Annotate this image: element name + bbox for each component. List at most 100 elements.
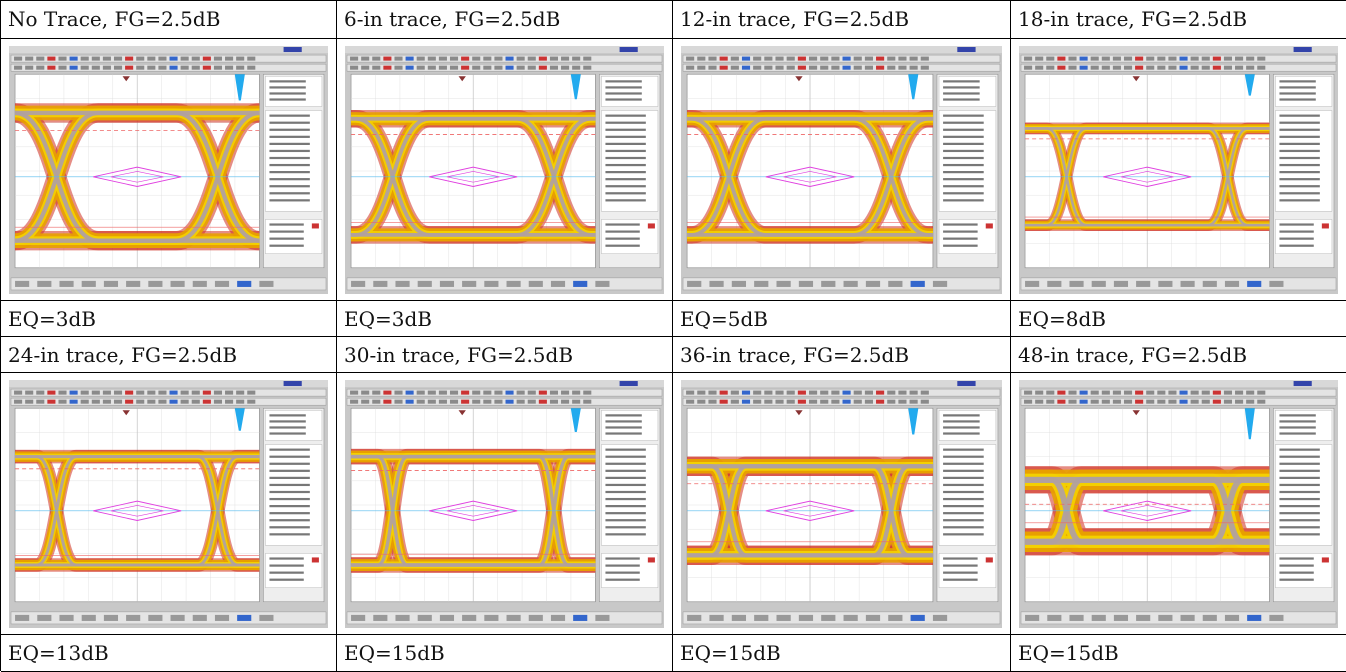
oscilloscope-screenshot (345, 380, 664, 628)
histogram (234, 74, 245, 101)
eye-diagram (681, 46, 1002, 294)
scope-titlebar (9, 46, 328, 54)
scope-toolbar (10, 63, 327, 72)
eye-diagram (345, 46, 664, 294)
panel-title: 24-in trace, FG=2.5dB (8, 343, 238, 367)
panel-title: 18-in trace, FG=2.5dB (1018, 7, 1248, 31)
scope-toolbar (346, 63, 663, 72)
oscilloscope-screenshot (681, 46, 1002, 294)
histogram (1244, 74, 1255, 96)
histogram (570, 408, 581, 433)
eye-pattern (351, 448, 596, 573)
scope-statusbar (682, 277, 1001, 291)
panel-title-cell: No Trace, FG=2.5dB (1, 1, 337, 39)
panel-title-cell: 6-in trace, FG=2.5dB (337, 1, 673, 39)
panel-title-cell: 24-in trace, FG=2.5dB (1, 337, 337, 373)
scope-titlebar (345, 380, 664, 388)
eye-mask (765, 166, 855, 187)
eye-pattern (687, 456, 933, 566)
panel-title: 48-in trace, FG=2.5dB (1018, 343, 1248, 367)
oscilloscope-screenshot (1019, 380, 1338, 628)
scope-toolbar (682, 54, 1001, 63)
scope-toolbar (682, 63, 1001, 72)
panel-eq-label: EQ=13dB (8, 641, 109, 665)
panel-title-cell: 48-in trace, FG=2.5dB (1011, 337, 1346, 373)
panel-eq-cell: EQ=15dB (337, 635, 673, 672)
scope-statusbar (346, 611, 663, 625)
eye-pattern (687, 110, 933, 244)
scope-toolbar (10, 397, 327, 406)
panel-eq-cell: EQ=8dB (1011, 301, 1346, 337)
panel-title: 30-in trace, FG=2.5dB (344, 343, 574, 367)
panel-eq-label: EQ=15dB (344, 641, 445, 665)
eye-pattern (15, 449, 260, 572)
histogram (570, 74, 581, 100)
scope-titlebar (345, 46, 664, 54)
scope-titlebar (1019, 380, 1338, 388)
panel-screenshot-cell (673, 373, 1011, 635)
panel-title: 6-in trace, FG=2.5dB (344, 7, 561, 31)
oscilloscope-screenshot (345, 46, 664, 294)
panel-screenshot-cell (337, 39, 673, 301)
scope-statusbar (1020, 611, 1337, 625)
scope-titlebar (1019, 46, 1338, 54)
eye-pattern (13, 103, 262, 251)
oscilloscope-screenshot (681, 380, 1002, 628)
panel-eq-cell: EQ=13dB (1, 635, 337, 672)
scope-toolbar (682, 388, 1001, 397)
oscilloscope-screenshot (9, 46, 328, 294)
scope-toolbar (1020, 397, 1337, 406)
panel-screenshot-cell (1, 39, 337, 301)
panel-screenshot-cell (1011, 373, 1346, 635)
panel-title: 12-in trace, FG=2.5dB (680, 7, 910, 31)
scope-statusbar (682, 611, 1001, 625)
panel-eq-label: EQ=15dB (1018, 641, 1119, 665)
histogram (234, 408, 245, 431)
eye-pattern (1025, 466, 1270, 556)
eye-diagram (9, 380, 328, 628)
eye-pattern (1025, 122, 1270, 232)
eye-mask (765, 500, 855, 521)
histogram (908, 408, 919, 435)
oscilloscope-screenshot (1019, 46, 1338, 294)
scope-statusbar (1020, 277, 1337, 291)
scope-toolbar (346, 388, 663, 397)
panel-title-cell: 36-in trace, FG=2.5dB (673, 337, 1011, 373)
eye-mask (1103, 500, 1192, 521)
panel-screenshot-cell (1, 373, 337, 635)
scope-statusbar (10, 277, 327, 291)
eye-diagram (9, 46, 328, 294)
panel-eq-cell: EQ=15dB (673, 635, 1011, 672)
panel-screenshot-cell (673, 39, 1011, 301)
panel-eq-label: EQ=15dB (680, 641, 781, 665)
scope-toolbar (1020, 54, 1337, 63)
panel-title: 36-in trace, FG=2.5dB (680, 343, 910, 367)
panel-eq-label: EQ=3dB (344, 307, 432, 331)
eye-diagram (1019, 46, 1338, 294)
eye-mask (93, 500, 182, 521)
panel-title-cell: 12-in trace, FG=2.5dB (673, 1, 1011, 39)
scope-toolbar (346, 54, 663, 63)
eye-diagram (1019, 380, 1338, 628)
scope-statusbar (10, 611, 327, 625)
panel-title: No Trace, FG=2.5dB (8, 7, 221, 31)
scope-statusbar (346, 277, 663, 291)
eye-mask (429, 500, 518, 521)
panel-eq-cell: EQ=5dB (673, 301, 1011, 337)
panel-eq-label: EQ=8dB (1018, 307, 1106, 331)
eye-mask (429, 166, 518, 187)
panel-title-cell: 30-in trace, FG=2.5dB (337, 337, 673, 373)
scope-toolbar (1020, 63, 1337, 72)
eye-mask (1103, 166, 1192, 187)
eye-pattern (351, 110, 596, 244)
scope-titlebar (681, 380, 1002, 388)
histogram (908, 74, 919, 100)
panel-screenshot-cell (1011, 39, 1346, 301)
eye-diagram (681, 380, 1002, 628)
panel-title-cell: 18-in trace, FG=2.5dB (1011, 1, 1346, 39)
panel-eq-cell: EQ=15dB (1011, 635, 1346, 672)
scope-toolbar (10, 388, 327, 397)
scope-toolbar (1020, 388, 1337, 397)
scope-toolbar (10, 54, 327, 63)
